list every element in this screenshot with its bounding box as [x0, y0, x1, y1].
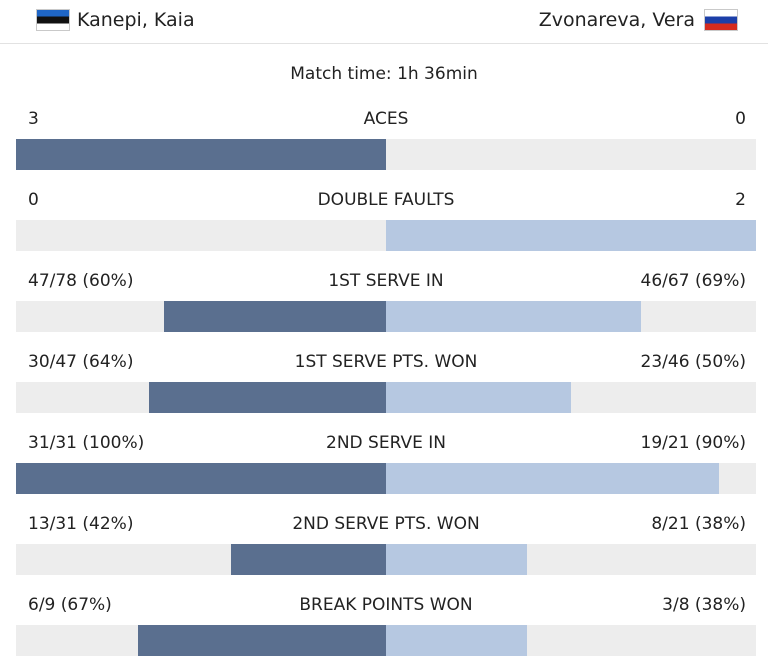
estonia-flag-icon	[36, 9, 70, 31]
stat-label: BREAK POINTS WON	[299, 595, 473, 615]
stat-bar-track	[16, 625, 756, 656]
stat-bar-left	[149, 382, 386, 413]
stat-row-break-points-won: 6/9 (67%) BREAK POINTS WON 3/8 (38%)	[0, 592, 768, 656]
stat-bar-right	[386, 544, 527, 575]
stat-bar-right	[386, 301, 641, 332]
stat-label: DOUBLE FAULTS	[317, 190, 455, 210]
stat-row-2nd-serve-pts-won: 13/31 (42%) 2ND SERVE PTS. WON 8/21 (38%…	[0, 511, 768, 575]
stat-bar-track	[16, 220, 756, 251]
stat-label: 1ST SERVE PTS. WON	[294, 352, 478, 372]
stat-row-1st-serve-pts-won: 30/47 (64%) 1ST SERVE PTS. WON 23/46 (50…	[0, 349, 768, 413]
stat-row-double-faults: 0 DOUBLE FAULTS 2	[0, 187, 768, 251]
stat-label: 2ND SERVE PTS. WON	[292, 514, 480, 534]
stat-bar-left	[16, 139, 386, 170]
stat-left-value: 3	[28, 109, 39, 129]
stat-row-aces: 3 ACES 0	[0, 106, 768, 170]
match-header: Kanepi, Kaia Zvonareva, Vera	[0, 0, 768, 44]
stat-left-value: 13/31 (42%)	[28, 514, 134, 534]
stat-bar-left	[16, 463, 386, 494]
stat-row-2nd-serve-in: 31/31 (100%) 2ND SERVE IN 19/21 (90%)	[0, 430, 768, 494]
player-right[interactable]: Zvonareva, Vera	[539, 7, 738, 33]
player-right-name: Zvonareva, Vera	[538, 9, 695, 31]
stat-left-value: 47/78 (60%)	[28, 271, 134, 291]
stat-bar-track	[16, 382, 756, 413]
stat-bar-track	[16, 301, 756, 332]
stat-label: ACES	[363, 109, 409, 129]
stat-bar-track	[16, 544, 756, 575]
stat-right-value: 8/21 (38%)	[651, 514, 746, 534]
stat-bar-left	[164, 301, 386, 332]
stat-right-value: 23/46 (50%)	[640, 352, 746, 372]
match-time: Match time: 1h 36min	[290, 64, 478, 84]
stat-right-value: 0	[735, 109, 746, 129]
stat-bar-left	[138, 625, 386, 656]
stat-bar-track	[16, 139, 756, 170]
russia-flag-icon	[704, 9, 738, 31]
stat-label: 1ST SERVE IN	[328, 271, 444, 291]
stat-right-value: 46/67 (69%)	[640, 271, 746, 291]
stat-bar-right	[386, 220, 756, 251]
stat-left-value: 31/31 (100%)	[28, 433, 145, 453]
stat-row-1st-serve-in: 47/78 (60%) 1ST SERVE IN 46/67 (69%)	[0, 268, 768, 332]
player-left-name: Kanepi, Kaia	[77, 9, 195, 31]
stat-bar-left	[231, 544, 386, 575]
player-left[interactable]: Kanepi, Kaia	[36, 7, 195, 33]
stat-bar-track	[16, 463, 756, 494]
stat-right-value: 3/8 (38%)	[662, 595, 746, 615]
stat-right-value: 2	[735, 190, 746, 210]
stat-left-value: 6/9 (67%)	[28, 595, 112, 615]
stat-left-value: 0	[28, 190, 39, 210]
stat-left-value: 30/47 (64%)	[28, 352, 134, 372]
stat-right-value: 19/21 (90%)	[640, 433, 746, 453]
stat-bar-right	[386, 463, 719, 494]
stat-bar-right	[386, 382, 571, 413]
stat-bar-right	[386, 625, 527, 656]
stat-label: 2ND SERVE IN	[326, 433, 446, 453]
